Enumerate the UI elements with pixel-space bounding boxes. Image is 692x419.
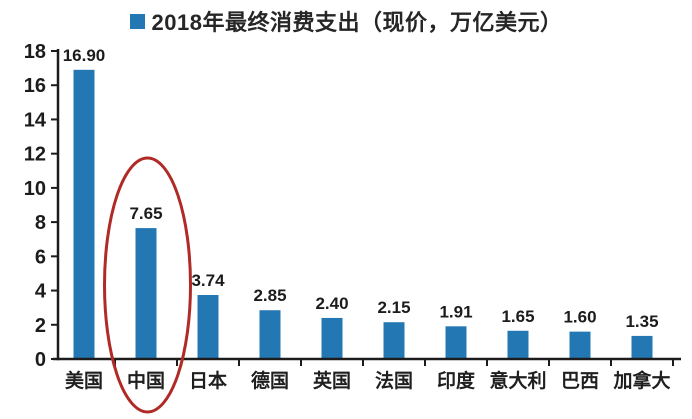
x-axis-label: 中国 xyxy=(127,369,165,392)
y-axis-tick-label: 12 xyxy=(24,144,46,166)
bar-value-label: 1.91 xyxy=(439,302,472,321)
x-axis-label: 巴西 xyxy=(561,371,599,392)
chart-title: 2018年最终消费支出（现价，万亿美元） xyxy=(151,10,563,35)
legend-swatch xyxy=(129,13,145,29)
x-axis-label: 意大利 xyxy=(489,369,546,392)
x-axis-label: 加拿大 xyxy=(612,369,670,392)
y-axis-tick-label: 14 xyxy=(24,109,47,131)
y-axis-tick-label: 18 xyxy=(24,41,46,63)
bar-value-label: 1.35 xyxy=(625,312,658,331)
bar-value-label: 1.65 xyxy=(501,307,534,326)
bar xyxy=(507,330,529,359)
bar xyxy=(631,335,653,359)
x-axis-label: 印度 xyxy=(437,369,476,392)
bar-value-label: 7.65 xyxy=(129,204,162,223)
x-axis-label: 日本 xyxy=(189,369,227,392)
bar xyxy=(383,322,405,359)
bar xyxy=(259,310,281,359)
bar-value-label: 3.74 xyxy=(191,271,225,290)
bar-value-label: 2.85 xyxy=(253,286,286,305)
chart-legend: 2018年最终消费支出（现价，万亿美元） xyxy=(0,5,692,37)
bar-value-label: 2.15 xyxy=(377,298,410,317)
bar xyxy=(197,295,219,359)
bar xyxy=(445,326,467,359)
y-axis-tick-label: 2 xyxy=(35,315,46,337)
y-axis-tick-label: 6 xyxy=(35,246,46,268)
y-axis-tick-label: 8 xyxy=(35,212,46,234)
y-axis-tick-label: 4 xyxy=(35,281,47,303)
bar-value-label: 2.40 xyxy=(315,294,348,313)
x-axis-label: 法国 xyxy=(375,369,413,392)
highlight-ellipse xyxy=(103,156,192,414)
y-axis-tick-label: 16 xyxy=(24,75,46,97)
bar xyxy=(569,331,591,359)
x-axis-label: 德国 xyxy=(251,369,289,392)
x-axis-label: 英国 xyxy=(313,369,351,392)
bar xyxy=(73,69,95,360)
bar-value-label: 1.60 xyxy=(563,308,596,327)
y-axis-tick-label: 0 xyxy=(35,349,46,371)
x-axis-label: 美国 xyxy=(65,369,103,392)
bar xyxy=(135,228,157,359)
y-axis-tick-label: 10 xyxy=(24,178,46,200)
bar-value-label: 16.90 xyxy=(63,46,106,65)
bar xyxy=(321,317,343,359)
